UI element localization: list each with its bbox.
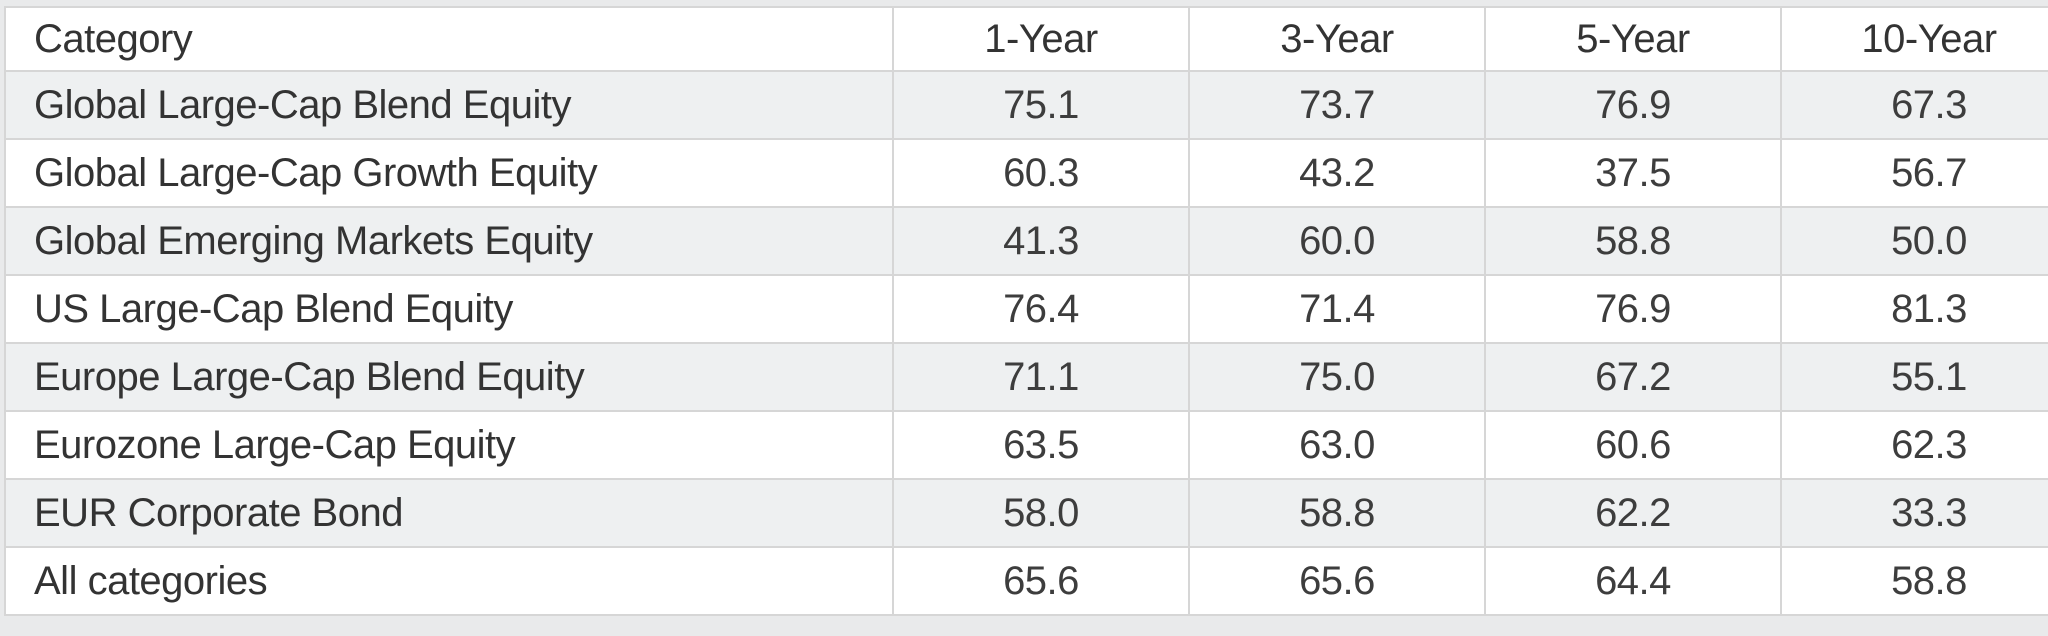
value-cell: 71.1 [892, 342, 1190, 412]
column-header-3-year: 3-Year [1188, 6, 1486, 72]
value-cell: 65.6 [1188, 546, 1486, 616]
category-cell: Global Large-Cap Growth Equity [4, 138, 894, 208]
value-cell: 64.4 [1484, 546, 1782, 616]
value-cell: 60.3 [892, 138, 1190, 208]
table-row: EUR Corporate Bond 58.0 58.8 62.2 33.3 [4, 478, 2048, 548]
value-cell: 56.7 [1780, 138, 2048, 208]
value-cell: 62.2 [1484, 478, 1782, 548]
value-cell: 58.8 [1780, 546, 2048, 616]
value-cell: 67.2 [1484, 342, 1782, 412]
table-row: Eurozone Large-Cap Equity 63.5 63.0 60.6 62.… [4, 410, 2048, 480]
table-row: All categories 65.6 65.6 64.4 58.8 [4, 546, 2048, 616]
value-cell: 76.9 [1484, 274, 1782, 344]
category-cell: Europe Large-Cap Blend Equity [4, 342, 894, 412]
value-cell: 55.1 [1780, 342, 2048, 412]
value-cell: 58.0 [892, 478, 1190, 548]
value-cell: 75.0 [1188, 342, 1486, 412]
value-cell: 81.3 [1780, 274, 2048, 344]
value-cell: 63.0 [1188, 410, 1486, 480]
value-cell: 37.5 [1484, 138, 1782, 208]
table-row: Europe Large-Cap Blend Equity 71.1 75.0 67.… [4, 342, 2048, 412]
value-cell: 43.2 [1188, 138, 1486, 208]
header-row: Category 1-Year 3-Year 5-Year 10-Year [4, 6, 2048, 72]
table-body: Global Large-Cap Blend Equity 75.1 73.7 76.… [4, 70, 2048, 616]
table-row: Global Emerging Markets Equity 41.3 60.0 58… [4, 206, 2048, 276]
table-row: US Large-Cap Blend Equity 76.4 71.4 76.9 81.… [4, 274, 2048, 344]
value-cell: 60.0 [1188, 206, 1486, 276]
value-cell: 65.6 [892, 546, 1190, 616]
category-cell: EUR Corporate Bond [4, 478, 894, 548]
value-cell: 62.3 [1780, 410, 2048, 480]
table-row: Global Large-Cap Growth Equity 60.3 43.2 37… [4, 138, 2048, 208]
column-header-1-year: 1-Year [892, 6, 1190, 72]
value-cell: 50.0 [1780, 206, 2048, 276]
column-header-10-year: 10-Year [1780, 6, 2048, 72]
table-row: Global Large-Cap Blend Equity 75.1 73.7 76.… [4, 70, 2048, 140]
value-cell: 73.7 [1188, 70, 1486, 140]
value-cell: 67.3 [1780, 70, 2048, 140]
value-cell: 60.6 [1484, 410, 1782, 480]
value-cell: 58.8 [1188, 478, 1486, 548]
category-cell: Eurozone Large-Cap Equity [4, 410, 894, 480]
category-cell: Global Large-Cap Blend Equity [4, 70, 894, 140]
value-cell: 71.4 [1188, 274, 1486, 344]
category-cell: All categories [4, 546, 894, 616]
value-cell: 75.1 [892, 70, 1190, 140]
column-header-5-year: 5-Year [1484, 6, 1782, 72]
value-cell: 63.5 [892, 410, 1190, 480]
column-header-category: Category [4, 6, 894, 72]
category-cell: US Large-Cap Blend Equity [4, 274, 894, 344]
value-cell: 41.3 [892, 206, 1190, 276]
table-header: Category 1-Year 3-Year 5-Year 10-Year [4, 6, 2048, 72]
performance-table: Category 1-Year 3-Year 5-Year 10-Year Gl… [4, 6, 2048, 616]
value-cell: 33.3 [1780, 478, 2048, 548]
value-cell: 58.8 [1484, 206, 1782, 276]
category-cell: Global Emerging Markets Equity [4, 206, 894, 276]
value-cell: 76.4 [892, 274, 1190, 344]
value-cell: 76.9 [1484, 70, 1782, 140]
